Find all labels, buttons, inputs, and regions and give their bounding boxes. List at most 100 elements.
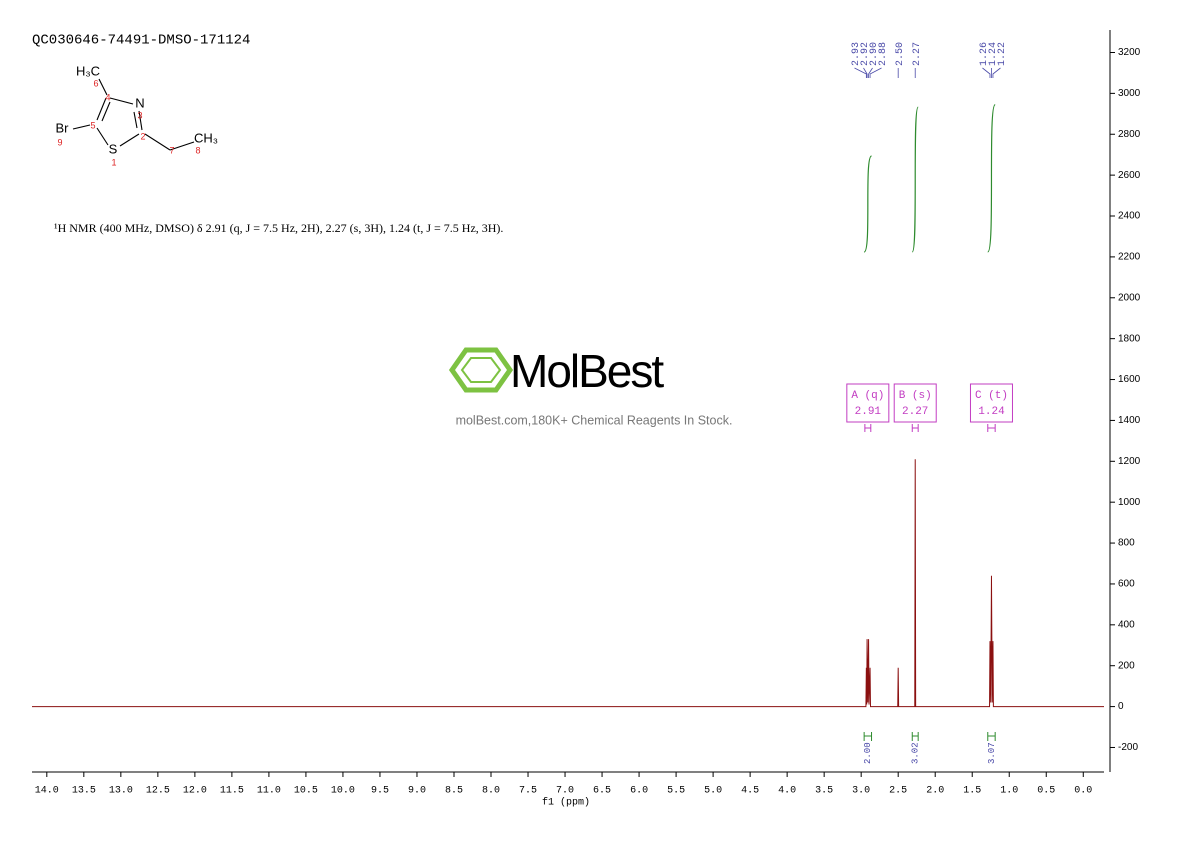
multiplet-box xyxy=(969,383,1013,423)
integral-range xyxy=(987,732,996,741)
x-tick-label: 8.0 xyxy=(482,786,500,797)
watermark-brand: MolBest xyxy=(510,345,664,397)
peak-label: 2.93 xyxy=(851,42,862,66)
x-tick-label: 11.5 xyxy=(220,786,244,797)
atom-number: 5 xyxy=(90,120,95,130)
integral-curve xyxy=(987,104,996,253)
x-tick-label: 4.0 xyxy=(778,786,796,797)
atom-number: 8 xyxy=(195,145,200,155)
x-tick-label: 0.5 xyxy=(1037,786,1055,797)
integral-curve xyxy=(863,155,873,253)
x-tick-label: 11.0 xyxy=(257,786,281,797)
multiplet-range xyxy=(987,424,996,432)
integral-curve xyxy=(911,106,919,253)
atom-number: 2 xyxy=(140,131,145,141)
peak-label: 1.26 xyxy=(979,42,990,66)
integral-label: 3.07 xyxy=(987,742,997,764)
watermark-tagline: molBest.com,180K+ Chemical Reagents In S… xyxy=(456,413,733,427)
peak-connector xyxy=(868,67,873,78)
atom-number: 1 xyxy=(111,157,116,167)
atom-label: CH₃ xyxy=(194,130,218,145)
x-tick-label: 9.5 xyxy=(371,786,389,797)
x-tick-label: 5.0 xyxy=(704,786,722,797)
atom-label: S xyxy=(109,141,118,156)
y-tick-label: 400 xyxy=(1118,619,1135,630)
peak-label: 2.50 xyxy=(895,42,906,66)
x-tick-label: 12.5 xyxy=(146,786,170,797)
x-tick-label: 5.5 xyxy=(667,786,685,797)
x-tick-label: 4.5 xyxy=(741,786,759,797)
peak-label: 1.24 xyxy=(988,42,999,66)
atom-label: N xyxy=(135,95,144,110)
y-tick-label: 3200 xyxy=(1118,47,1141,58)
multiplet-shift: 1.24 xyxy=(978,406,1005,418)
spectrum-line xyxy=(32,459,1104,708)
y-tick-label: 1000 xyxy=(1118,497,1141,508)
peak-label: 2.88 xyxy=(878,42,889,66)
y-tick-label: 1400 xyxy=(1118,415,1141,426)
atom-number: 6 xyxy=(93,78,98,88)
x-tick-label: 3.0 xyxy=(852,786,870,797)
x-tick-label: 9.0 xyxy=(408,786,426,797)
y-tick-label: 1600 xyxy=(1118,374,1141,385)
x-tick-label: 2.0 xyxy=(926,786,944,797)
integral-label: 2.00 xyxy=(863,742,873,764)
y-tick-label: 2800 xyxy=(1118,129,1141,140)
y-tick-label: 3000 xyxy=(1118,88,1141,99)
atom-number: 7 xyxy=(169,145,174,155)
watermark-logo xyxy=(448,347,514,393)
x-axis-label: f1 (ppm) xyxy=(542,797,590,809)
atom-number: 3 xyxy=(137,110,142,120)
multiplet-name: B (s) xyxy=(899,390,932,402)
x-tick-label: 8.5 xyxy=(445,786,463,797)
multiplet-range xyxy=(864,424,872,432)
y-tick-label: 200 xyxy=(1118,660,1135,671)
x-tick-label: 1.0 xyxy=(1000,786,1018,797)
peak-connector xyxy=(863,67,868,78)
multiplet-box xyxy=(846,383,890,423)
peak-label: 2.92 xyxy=(860,42,871,66)
peak-connector xyxy=(854,67,867,78)
y-tick-label: 2400 xyxy=(1118,211,1141,222)
atom-label: Br xyxy=(56,120,70,135)
peak-connector xyxy=(982,67,991,78)
x-tick-label: 1.5 xyxy=(963,786,981,797)
x-tick-label: 0.0 xyxy=(1074,786,1092,797)
x-tick-label: 6.0 xyxy=(630,786,648,797)
x-tick-label: 2.5 xyxy=(889,786,907,797)
atom-number: 9 xyxy=(57,137,62,147)
integral-range xyxy=(911,732,919,741)
multiplet-name: C (t) xyxy=(975,390,1008,402)
integral-label: 3.02 xyxy=(911,742,921,764)
multiplet-shift: 2.91 xyxy=(855,406,882,418)
y-tick-label: 600 xyxy=(1118,579,1135,590)
peak-connector xyxy=(992,67,1001,78)
atom-number: 4 xyxy=(105,92,110,102)
y-tick-label: 2600 xyxy=(1118,170,1141,181)
x-tick-label: 10.0 xyxy=(331,786,355,797)
x-tick-label: 3.5 xyxy=(815,786,833,797)
y-tick-label: 1800 xyxy=(1118,333,1141,344)
y-tick-label: 2000 xyxy=(1118,292,1141,303)
x-tick-label: 6.5 xyxy=(593,786,611,797)
x-tick-label: 7.5 xyxy=(519,786,537,797)
y-tick-label: 800 xyxy=(1118,538,1135,549)
y-tick-label: -200 xyxy=(1118,742,1138,753)
x-tick-label: 13.5 xyxy=(72,786,96,797)
multiplet-box xyxy=(893,383,937,423)
x-tick-label: 7.0 xyxy=(556,786,574,797)
chart-title: QC030646-74491-DMSO-171124 xyxy=(32,33,250,49)
structure-bonds xyxy=(72,78,195,151)
peak-label: 2.27 xyxy=(912,42,923,66)
peak-label: 1.22 xyxy=(997,42,1008,66)
x-tick-label: 14.0 xyxy=(35,786,59,797)
x-tick-label: 10.5 xyxy=(294,786,318,797)
multiplet-range xyxy=(911,424,919,432)
y-tick-label: 0 xyxy=(1118,701,1124,712)
x-tick-label: 12.0 xyxy=(183,786,207,797)
peak-connector xyxy=(869,67,882,78)
integral-range xyxy=(863,732,873,741)
peak-label: 2.90 xyxy=(869,42,880,66)
